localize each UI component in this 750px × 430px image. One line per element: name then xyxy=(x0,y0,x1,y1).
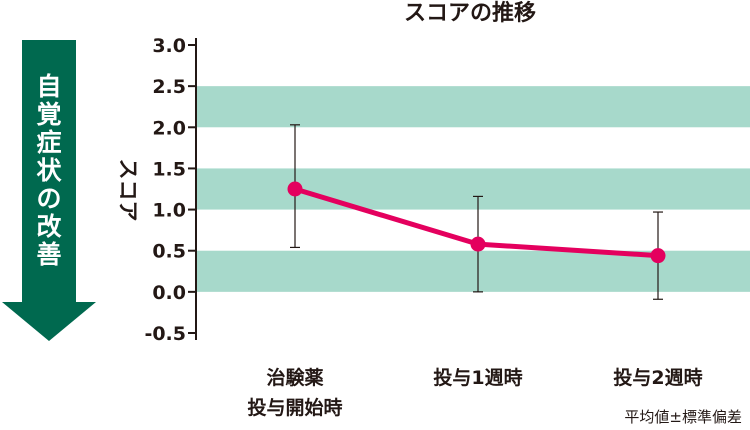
x-tick-label: 投与2週時 xyxy=(613,366,702,389)
improvement-arrow: 自覚症状の改善 xyxy=(2,40,96,341)
improvement-label-char: 改 xyxy=(36,212,61,241)
footnote: 平均値±標準偏差 xyxy=(624,408,742,426)
y-tick-label: 1.0 xyxy=(152,200,186,222)
data-point xyxy=(287,181,303,197)
y-tick-label: 1.5 xyxy=(152,158,186,180)
grid-bands xyxy=(196,86,750,292)
y-tick-label: 3.0 xyxy=(152,35,186,57)
improvement-label: 自覚症状の改善 xyxy=(36,72,62,269)
y-axis-label: スコア xyxy=(116,159,140,222)
improvement-label-char: の xyxy=(36,184,61,213)
y-tick-label: 2.5 xyxy=(152,76,186,98)
x-tick-label: 投与開始時 xyxy=(247,396,342,419)
data-point xyxy=(650,248,666,264)
grid-band xyxy=(196,168,750,210)
grid-band xyxy=(196,250,750,292)
improvement-label-char: 覚 xyxy=(36,100,61,129)
data-point xyxy=(470,236,486,252)
chart-title: スコアの推移 xyxy=(404,0,536,26)
y-tick-label: 2.0 xyxy=(152,117,186,139)
improvement-label-char: 善 xyxy=(36,240,61,269)
grid-band xyxy=(196,86,750,128)
y-tick-label: -0.5 xyxy=(144,323,186,345)
y-tick-label: 0.5 xyxy=(152,241,186,263)
down-arrow-icon xyxy=(2,40,96,341)
improvement-label-char: 状 xyxy=(36,156,62,185)
x-tick-label: 治験薬 xyxy=(266,366,323,389)
x-tick-label: 投与1週時 xyxy=(433,366,522,389)
y-tick-label: 0.0 xyxy=(152,282,186,304)
data-points xyxy=(287,181,666,264)
improvement-label-char: 症 xyxy=(36,128,61,157)
y-ticks: 3.0 2.5 2.0 1.5 1.0 0.5 0.0 -0.5 xyxy=(144,35,196,345)
improvement-label-char: 自 xyxy=(36,72,61,101)
